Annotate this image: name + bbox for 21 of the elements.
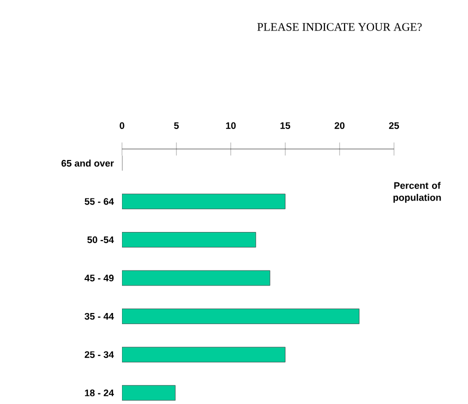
chart-title: PLEASE INDICATE YOUR AGE? xyxy=(257,23,422,31)
bar xyxy=(122,308,360,324)
y-tick-label: 45 - 49 xyxy=(84,274,114,282)
x-tick-label: 0 xyxy=(120,122,124,129)
x-tick-label: 25 xyxy=(389,122,400,129)
bar xyxy=(122,346,286,362)
x-tick-label: 15 xyxy=(280,122,290,129)
y-tick-label: 55 - 64 xyxy=(84,198,114,205)
y-tick-label: 18 - 24 xyxy=(85,390,114,396)
bar xyxy=(122,194,286,210)
x-tick-label: 5 xyxy=(174,122,179,129)
bar xyxy=(122,270,270,286)
x-tick-label: 20 xyxy=(334,122,344,129)
x-tick-label: 10 xyxy=(226,122,236,129)
y-tick-label: 65 and over xyxy=(62,160,114,167)
bar xyxy=(122,385,176,401)
x-axis-title: Percent of population xyxy=(393,182,441,203)
y-tick-label: 35 - 44 xyxy=(84,312,114,320)
bar xyxy=(122,232,256,248)
y-tick-label: 50 -54 xyxy=(87,236,114,244)
y-tick-label: 25 - 34 xyxy=(84,351,114,358)
